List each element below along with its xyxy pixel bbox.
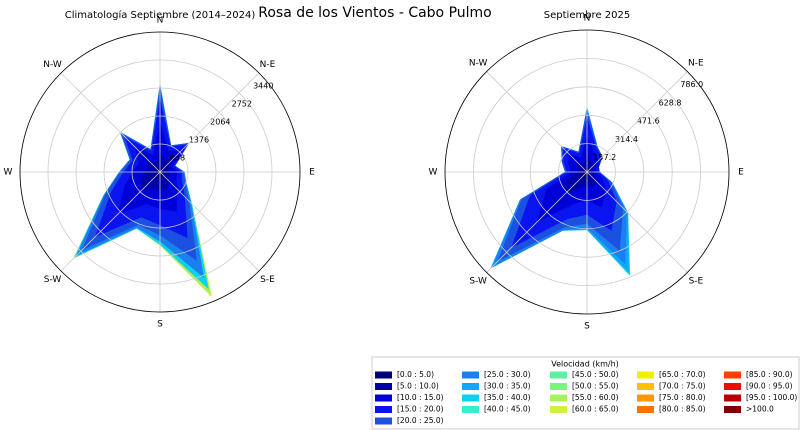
legend-swatch	[462, 371, 479, 379]
legend-swatch	[375, 371, 392, 379]
chart-title: Climatología Septiembre (2014–2024)	[65, 9, 256, 21]
legend-label: [0.0 : 5.0)	[397, 370, 434, 379]
legend-swatch	[550, 406, 567, 413]
spoke	[159, 171, 260, 272]
legend-swatch	[724, 371, 741, 379]
direction-label: N-W	[469, 59, 488, 69]
legend-label: >100.0	[746, 405, 774, 414]
legend-swatch	[462, 394, 479, 402]
r-tick-label: 471.6	[637, 117, 660, 126]
legend-label: [5.0 : 10.0)	[397, 382, 439, 391]
direction-label: S	[584, 322, 590, 332]
spoke	[586, 71, 688, 173]
direction-label: E	[738, 168, 744, 178]
polar-frame	[19, 31, 301, 313]
legend-swatch	[637, 371, 654, 379]
legend-swatch	[375, 417, 392, 425]
r-tick-label: 786.0	[680, 80, 703, 89]
legend-swatch	[724, 383, 741, 390]
legend-label: [55.0 : 60.0)	[572, 393, 619, 402]
legend-swatch	[375, 383, 392, 390]
direction-label: S-W	[469, 276, 487, 286]
legend-label: [75.0 : 80.0)	[659, 393, 706, 402]
direction-label: N-E	[260, 60, 276, 70]
direction-label: N-E	[688, 59, 704, 69]
legend-label: [15.0 : 20.0)	[397, 405, 444, 414]
direction-label: E	[309, 168, 315, 178]
legend-label: [60.0 : 65.0)	[572, 405, 619, 414]
direction-label: S	[157, 320, 163, 330]
legend-swatch	[637, 394, 654, 402]
r-tick-label: 3440	[253, 82, 273, 91]
legend-label: [65.0 : 70.0)	[659, 370, 706, 379]
direction-label: W	[429, 168, 438, 178]
legend-label: [80.0 : 85.0)	[659, 405, 706, 414]
r-tick-label: 314.4	[615, 135, 638, 144]
legend-label: [30.0 : 35.0)	[484, 382, 531, 391]
spoke	[159, 72, 260, 173]
legend-swatch	[375, 406, 392, 413]
legend-swatch	[550, 371, 567, 379]
spoke	[60, 171, 161, 272]
legend-swatch	[724, 394, 741, 402]
legend-label: [10.0 : 15.0)	[397, 393, 444, 402]
r-tick-label: 1376	[189, 136, 209, 145]
legend-swatch	[462, 406, 479, 413]
legend-title: Velocidad (km/h)	[551, 360, 619, 369]
legend-label: [20.0 : 25.0)	[397, 416, 444, 425]
legend-swatch	[550, 394, 567, 402]
legend-label: [90.0 : 95.0)	[746, 382, 793, 391]
legend-label: [70.0 : 75.0)	[659, 382, 706, 391]
legend-swatch	[637, 406, 654, 413]
direction-label: S-E	[260, 275, 275, 285]
spoke	[586, 171, 688, 273]
spoke	[486, 71, 588, 173]
legend-label: [85.0 : 90.0)	[746, 370, 793, 379]
direction-label: N-W	[43, 60, 62, 70]
direction-label: W	[4, 168, 13, 178]
legend-label: [40.0 : 45.0)	[484, 405, 531, 414]
spoke	[486, 171, 588, 273]
chart-title: Septiembre 2025	[544, 10, 630, 21]
r-tick-label: 2752	[232, 100, 252, 109]
legend-label: [50.0 : 55.0)	[572, 382, 619, 391]
legend-box	[371, 356, 800, 430]
r-tick-label: 688	[170, 154, 185, 163]
legend-swatch	[462, 383, 479, 390]
r-tick-label: 157.2	[593, 153, 616, 162]
polar-frame	[444, 29, 730, 315]
direction-label: N	[584, 14, 591, 24]
legend-swatch	[550, 383, 567, 390]
legend-swatch	[724, 406, 741, 413]
legend-swatch	[637, 383, 654, 390]
spoke	[60, 72, 161, 173]
direction-label: N	[157, 16, 164, 26]
legend-swatch	[375, 394, 392, 402]
direction-label: S-E	[689, 276, 704, 286]
legend-label: [35.0 : 40.0)	[484, 393, 531, 402]
legend-label: [25.0 : 30.0)	[484, 370, 531, 379]
figure-title: Rosa de los Vientos - Cabo Pulmo	[258, 5, 492, 21]
legend-label: [45.0 : 50.0)	[572, 370, 619, 379]
r-tick-label: 628.8	[659, 98, 682, 107]
direction-label: S-W	[44, 275, 62, 285]
legend-label: [95.0 : 100.0)	[746, 393, 797, 402]
r-tick-label: 2064	[210, 118, 230, 127]
